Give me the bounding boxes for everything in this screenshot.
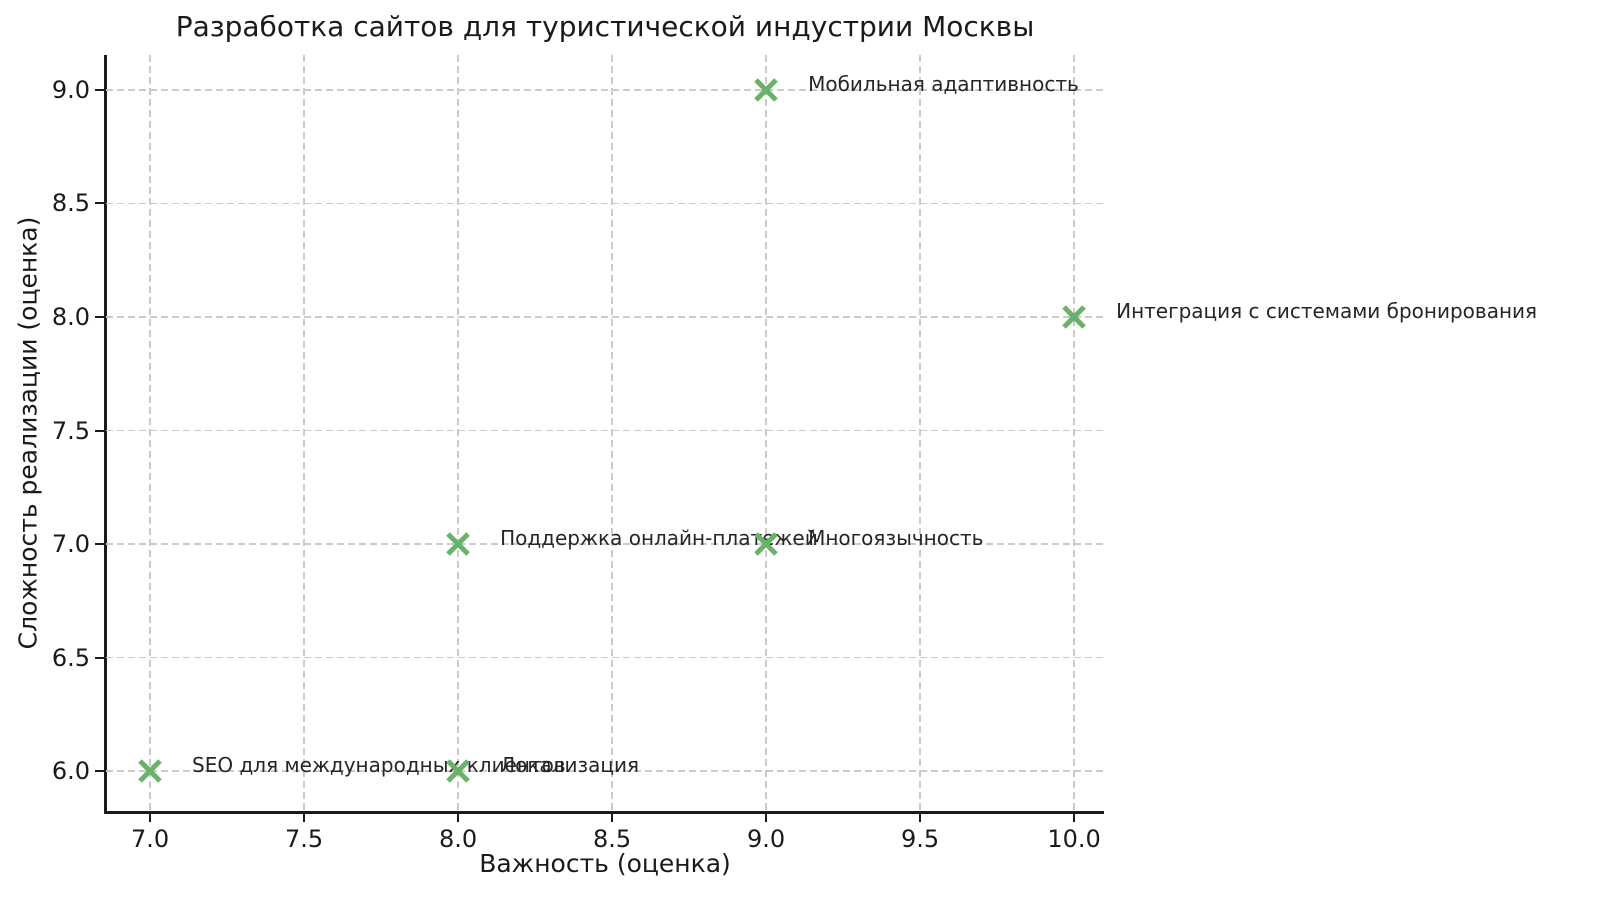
gridline-horizontal xyxy=(106,770,1104,772)
x-tick-label: 10.0 xyxy=(1047,825,1101,853)
x-tick-mark xyxy=(149,813,152,822)
gridline-vertical xyxy=(765,55,767,811)
data-point-marker xyxy=(1060,303,1088,331)
x-tick-mark xyxy=(765,813,768,822)
y-axis-spine xyxy=(104,55,107,814)
gridline-vertical xyxy=(1073,55,1075,811)
plot-area: 7.0 7.5 8.0 8.5 9.0 9.5 10.0 6.0 6.5 7.0 7.5 8.0 8.5… xyxy=(52,55,1537,853)
y-tick-mark xyxy=(95,429,104,432)
x-tick-label: 7.0 xyxy=(130,825,170,853)
gridline-horizontal xyxy=(106,316,1104,318)
gridline-vertical xyxy=(919,55,921,811)
y-tick-label: 6.0 xyxy=(51,757,90,786)
y-tick-label: 6.5 xyxy=(51,643,90,672)
gridline-horizontal xyxy=(106,543,1104,545)
point-label: SEO для международных клиентов xyxy=(192,753,566,778)
point-label: Интеграция с системами бронирования xyxy=(1116,298,1538,323)
y-tick-label: 9.0 xyxy=(51,75,90,104)
x-tick-mark xyxy=(457,813,460,822)
y-axis-label: Сложность реализации (оценка) xyxy=(13,216,43,650)
data-point-marker xyxy=(136,757,164,785)
gridline-horizontal xyxy=(106,429,1104,432)
y-tick-mark xyxy=(95,315,104,318)
data-point-marker xyxy=(444,530,472,558)
x-tick-mark xyxy=(611,813,614,822)
data-point-marker xyxy=(444,757,472,785)
x-tick-label: 9.0 xyxy=(747,825,786,853)
gridline-vertical xyxy=(611,55,613,811)
gridline-vertical xyxy=(457,55,459,811)
x-tick-mark xyxy=(919,813,922,822)
gridline-vertical xyxy=(149,55,151,811)
x-tick-mark xyxy=(1073,813,1076,822)
x-tick-mark xyxy=(303,813,306,822)
x-tick-label: 7.5 xyxy=(284,825,324,853)
y-tick-mark xyxy=(95,656,104,659)
gridline-horizontal xyxy=(106,202,1104,205)
x-tick-label: 8.0 xyxy=(438,825,478,853)
y-tick-label: 8.0 xyxy=(51,302,90,331)
point-label: Мобильная адаптивность xyxy=(808,71,1079,96)
x-tick-label: 8.5 xyxy=(592,825,632,853)
x-axis-spine xyxy=(104,811,1104,814)
y-tick-mark xyxy=(95,88,104,91)
gridline-horizontal xyxy=(106,89,1104,91)
y-tick-label: 7.5 xyxy=(51,416,90,445)
data-point-marker xyxy=(752,76,780,104)
point-label: Локализация xyxy=(500,753,639,778)
x-tick-label: 9.5 xyxy=(901,825,940,853)
gridline-horizontal xyxy=(106,656,1104,659)
y-tick-mark xyxy=(95,770,104,773)
y-tick-mark xyxy=(95,543,104,546)
point-label: Многоязычность xyxy=(808,526,984,551)
x-axis-label: Важность (оценка) xyxy=(479,849,731,878)
y-tick-label: 7.0 xyxy=(51,530,90,559)
chart-title: Разработка сайтов для туристической инду… xyxy=(175,10,1035,43)
y-tick-label: 8.5 xyxy=(51,189,90,218)
data-point-marker xyxy=(752,530,780,558)
gridline-vertical xyxy=(303,55,305,811)
y-tick-mark xyxy=(95,202,104,205)
